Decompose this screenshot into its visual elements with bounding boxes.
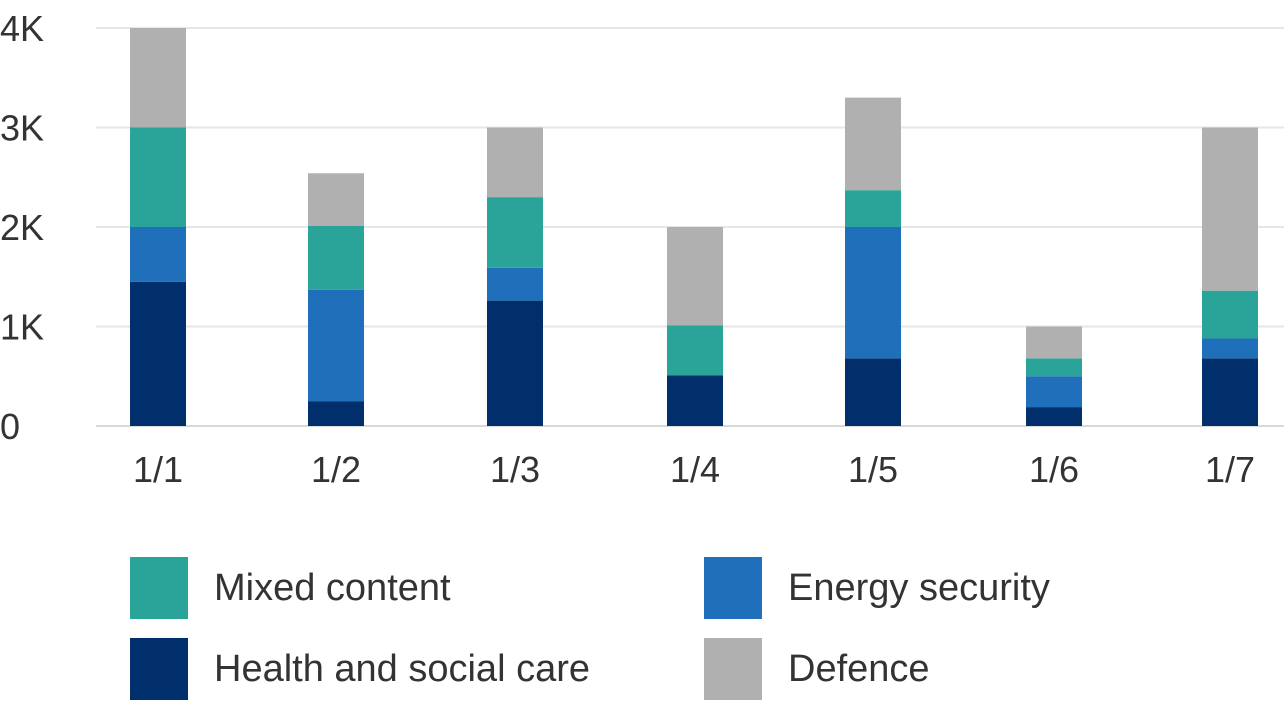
bar-segment [308, 226, 364, 290]
legend-swatch [704, 638, 762, 700]
x-tick-label: 1/7 [1205, 449, 1255, 490]
bar-segment [1026, 376, 1082, 408]
x-tick-label: 1/4 [670, 449, 720, 490]
legend-item-energy-security: Energy security [704, 557, 1050, 619]
legend-item-mixed-content: Mixed content [130, 557, 451, 619]
bar-segment [487, 127, 543, 198]
bar-segment [1202, 127, 1258, 291]
bar-segment [1202, 358, 1258, 426]
x-tick-label: 1/3 [490, 449, 540, 490]
bar-segment [487, 267, 543, 301]
bar-segment [308, 401, 364, 426]
legend-swatch [130, 557, 188, 619]
x-tick-label: 1/5 [848, 449, 898, 490]
legend-label: Energy security [788, 566, 1050, 609]
bar-segment [845, 97, 901, 191]
bar-segment [130, 227, 186, 282]
legend-swatch [704, 557, 762, 619]
legend-label: Health and social care [214, 647, 590, 690]
bar-segment [1202, 338, 1258, 359]
bar-segment [487, 197, 543, 268]
x-axis-ticks: 1/1 1/2 1/3 1/4 1/5 1/6 1/7 [133, 449, 1255, 490]
bar-segment [487, 300, 543, 426]
bar-segment [308, 289, 364, 402]
legend-item-defence: Defence [704, 638, 930, 700]
bar-segment [1026, 407, 1082, 426]
bar-segment [667, 325, 723, 376]
bar-segment [845, 358, 901, 426]
legend-label: Mixed content [214, 566, 451, 609]
bar-segment [308, 173, 364, 227]
bar-segment [1202, 290, 1258, 339]
legend-swatch [130, 638, 188, 700]
bar-segment [667, 375, 723, 426]
y-tick-label: 3K [0, 108, 44, 149]
bar-segment [1026, 326, 1082, 359]
stacked-bar-chart: 0 1K 2K 3K 4K 1/1 1/2 1/3 1/4 1/5 1/6 1/7 [0, 8, 1284, 490]
y-axis-ticks: 0 1K 2K 3K 4K [0, 8, 44, 447]
y-tick-label: 2K [0, 207, 44, 248]
legend-label: Defence [788, 647, 930, 690]
bar-segment [667, 227, 723, 326]
y-tick-label: 0 [0, 406, 20, 447]
y-tick-label: 1K [0, 307, 44, 348]
bar-segment [845, 190, 901, 227]
bar-segment [130, 281, 186, 426]
bar-segment [845, 227, 901, 359]
x-tick-label: 1/2 [311, 449, 361, 490]
x-tick-label: 1/1 [133, 449, 183, 490]
legend-item-health-and-social-care: Health and social care [130, 638, 590, 700]
bar-segment [130, 28, 186, 128]
bars [130, 28, 1258, 426]
x-tick-label: 1/6 [1029, 449, 1079, 490]
y-tick-label: 4K [0, 8, 44, 49]
bar-segment [1026, 358, 1082, 377]
bar-segment [130, 127, 186, 227]
